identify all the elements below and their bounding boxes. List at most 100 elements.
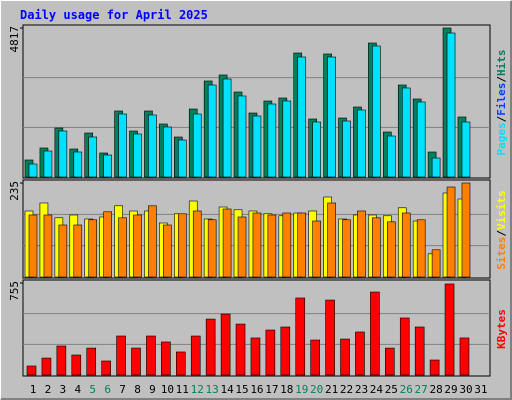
x-tick-label: 16 [250, 383, 263, 396]
bar [41, 357, 52, 376]
bar [327, 202, 336, 278]
bar [133, 133, 142, 178]
legend: KBytes [495, 309, 508, 349]
bar [267, 214, 277, 278]
x-tick-label: 17 [265, 383, 278, 396]
legend-entry: Hits [495, 50, 508, 77]
legend-separator: / [495, 230, 508, 237]
bar [28, 214, 38, 278]
x-tick-label: 19 [295, 383, 308, 396]
bar [43, 150, 53, 178]
chart-title: Daily usage for April 2025 [20, 8, 208, 22]
legend-entry: KBytes [495, 309, 508, 349]
bar [205, 318, 216, 376]
bar [73, 151, 83, 178]
x-tick-label: 13 [206, 383, 219, 396]
bar [446, 32, 456, 178]
bar [446, 186, 456, 278]
bar [310, 339, 320, 376]
bar [148, 205, 157, 278]
bar [148, 114, 157, 178]
x-tick-label: 31 [474, 383, 487, 396]
bar [372, 217, 381, 278]
bar [163, 224, 172, 278]
x-tick-label: 8 [134, 383, 141, 396]
bar [431, 249, 441, 278]
x-tick-label: 20 [310, 383, 323, 396]
bar [118, 113, 127, 178]
bar [416, 219, 426, 278]
bar [342, 120, 351, 178]
bar [131, 347, 141, 376]
bar [297, 56, 307, 178]
bar [56, 345, 67, 376]
legend-entry: Pages [495, 122, 508, 155]
bar [429, 359, 440, 376]
bar [222, 78, 232, 178]
bar [146, 335, 156, 376]
bar [387, 221, 396, 278]
x-tick-label: 26 [400, 383, 413, 396]
x-tick-label: 2 [45, 383, 52, 396]
bar [312, 220, 321, 278]
legend: Pages/Files/Hits [495, 50, 508, 156]
bar [88, 219, 98, 278]
bar [176, 351, 186, 376]
bar [237, 216, 247, 278]
bar [26, 365, 37, 376]
legend-separator: / [495, 115, 508, 122]
bar [43, 214, 53, 278]
bar [401, 212, 411, 278]
x-tick-label: 9 [149, 383, 156, 396]
bar [235, 323, 246, 376]
bar [340, 338, 350, 376]
bar [118, 217, 127, 278]
bar [370, 291, 380, 376]
bar [265, 329, 276, 376]
bar [342, 219, 351, 278]
bar [357, 210, 366, 278]
bar [355, 331, 365, 376]
legend-entry: Files [495, 83, 508, 116]
bar [385, 347, 395, 376]
bar [178, 139, 187, 178]
x-tick-label: 4 [74, 383, 81, 396]
bar [133, 214, 142, 278]
x-tick-label: 6 [104, 383, 111, 396]
bar [163, 126, 172, 178]
bar [401, 87, 411, 178]
bar [237, 95, 247, 178]
bar [101, 360, 111, 376]
bar [86, 347, 97, 376]
bar [297, 212, 307, 278]
bar [88, 136, 98, 178]
x-tick-label: 5 [89, 383, 96, 396]
bar [103, 154, 112, 178]
bar [357, 109, 366, 178]
bar [461, 182, 471, 278]
x-tick-label: 15 [235, 383, 248, 396]
x-tick-label: 28 [429, 383, 442, 396]
bar [207, 219, 217, 278]
x-tick-label: 22 [340, 383, 353, 396]
legend-separator: / [495, 76, 508, 83]
x-tick-label: 7 [119, 383, 126, 396]
x-tick-label: 29 [444, 383, 457, 396]
legend-entry: Sites [495, 237, 508, 270]
x-tick-label: 3 [60, 383, 67, 396]
bar [325, 299, 335, 376]
x-tick-label: 10 [161, 383, 174, 396]
legend: Sites/Visits [495, 190, 508, 270]
bar [327, 56, 336, 178]
bar [252, 115, 262, 178]
bar [399, 317, 410, 376]
bar [58, 224, 68, 278]
legend-entry: Visits [495, 190, 508, 230]
x-tick-label: 12 [191, 383, 204, 396]
bar [414, 326, 425, 376]
bar [459, 337, 470, 376]
x-tick-label: 1 [30, 383, 37, 396]
bar [220, 313, 231, 376]
